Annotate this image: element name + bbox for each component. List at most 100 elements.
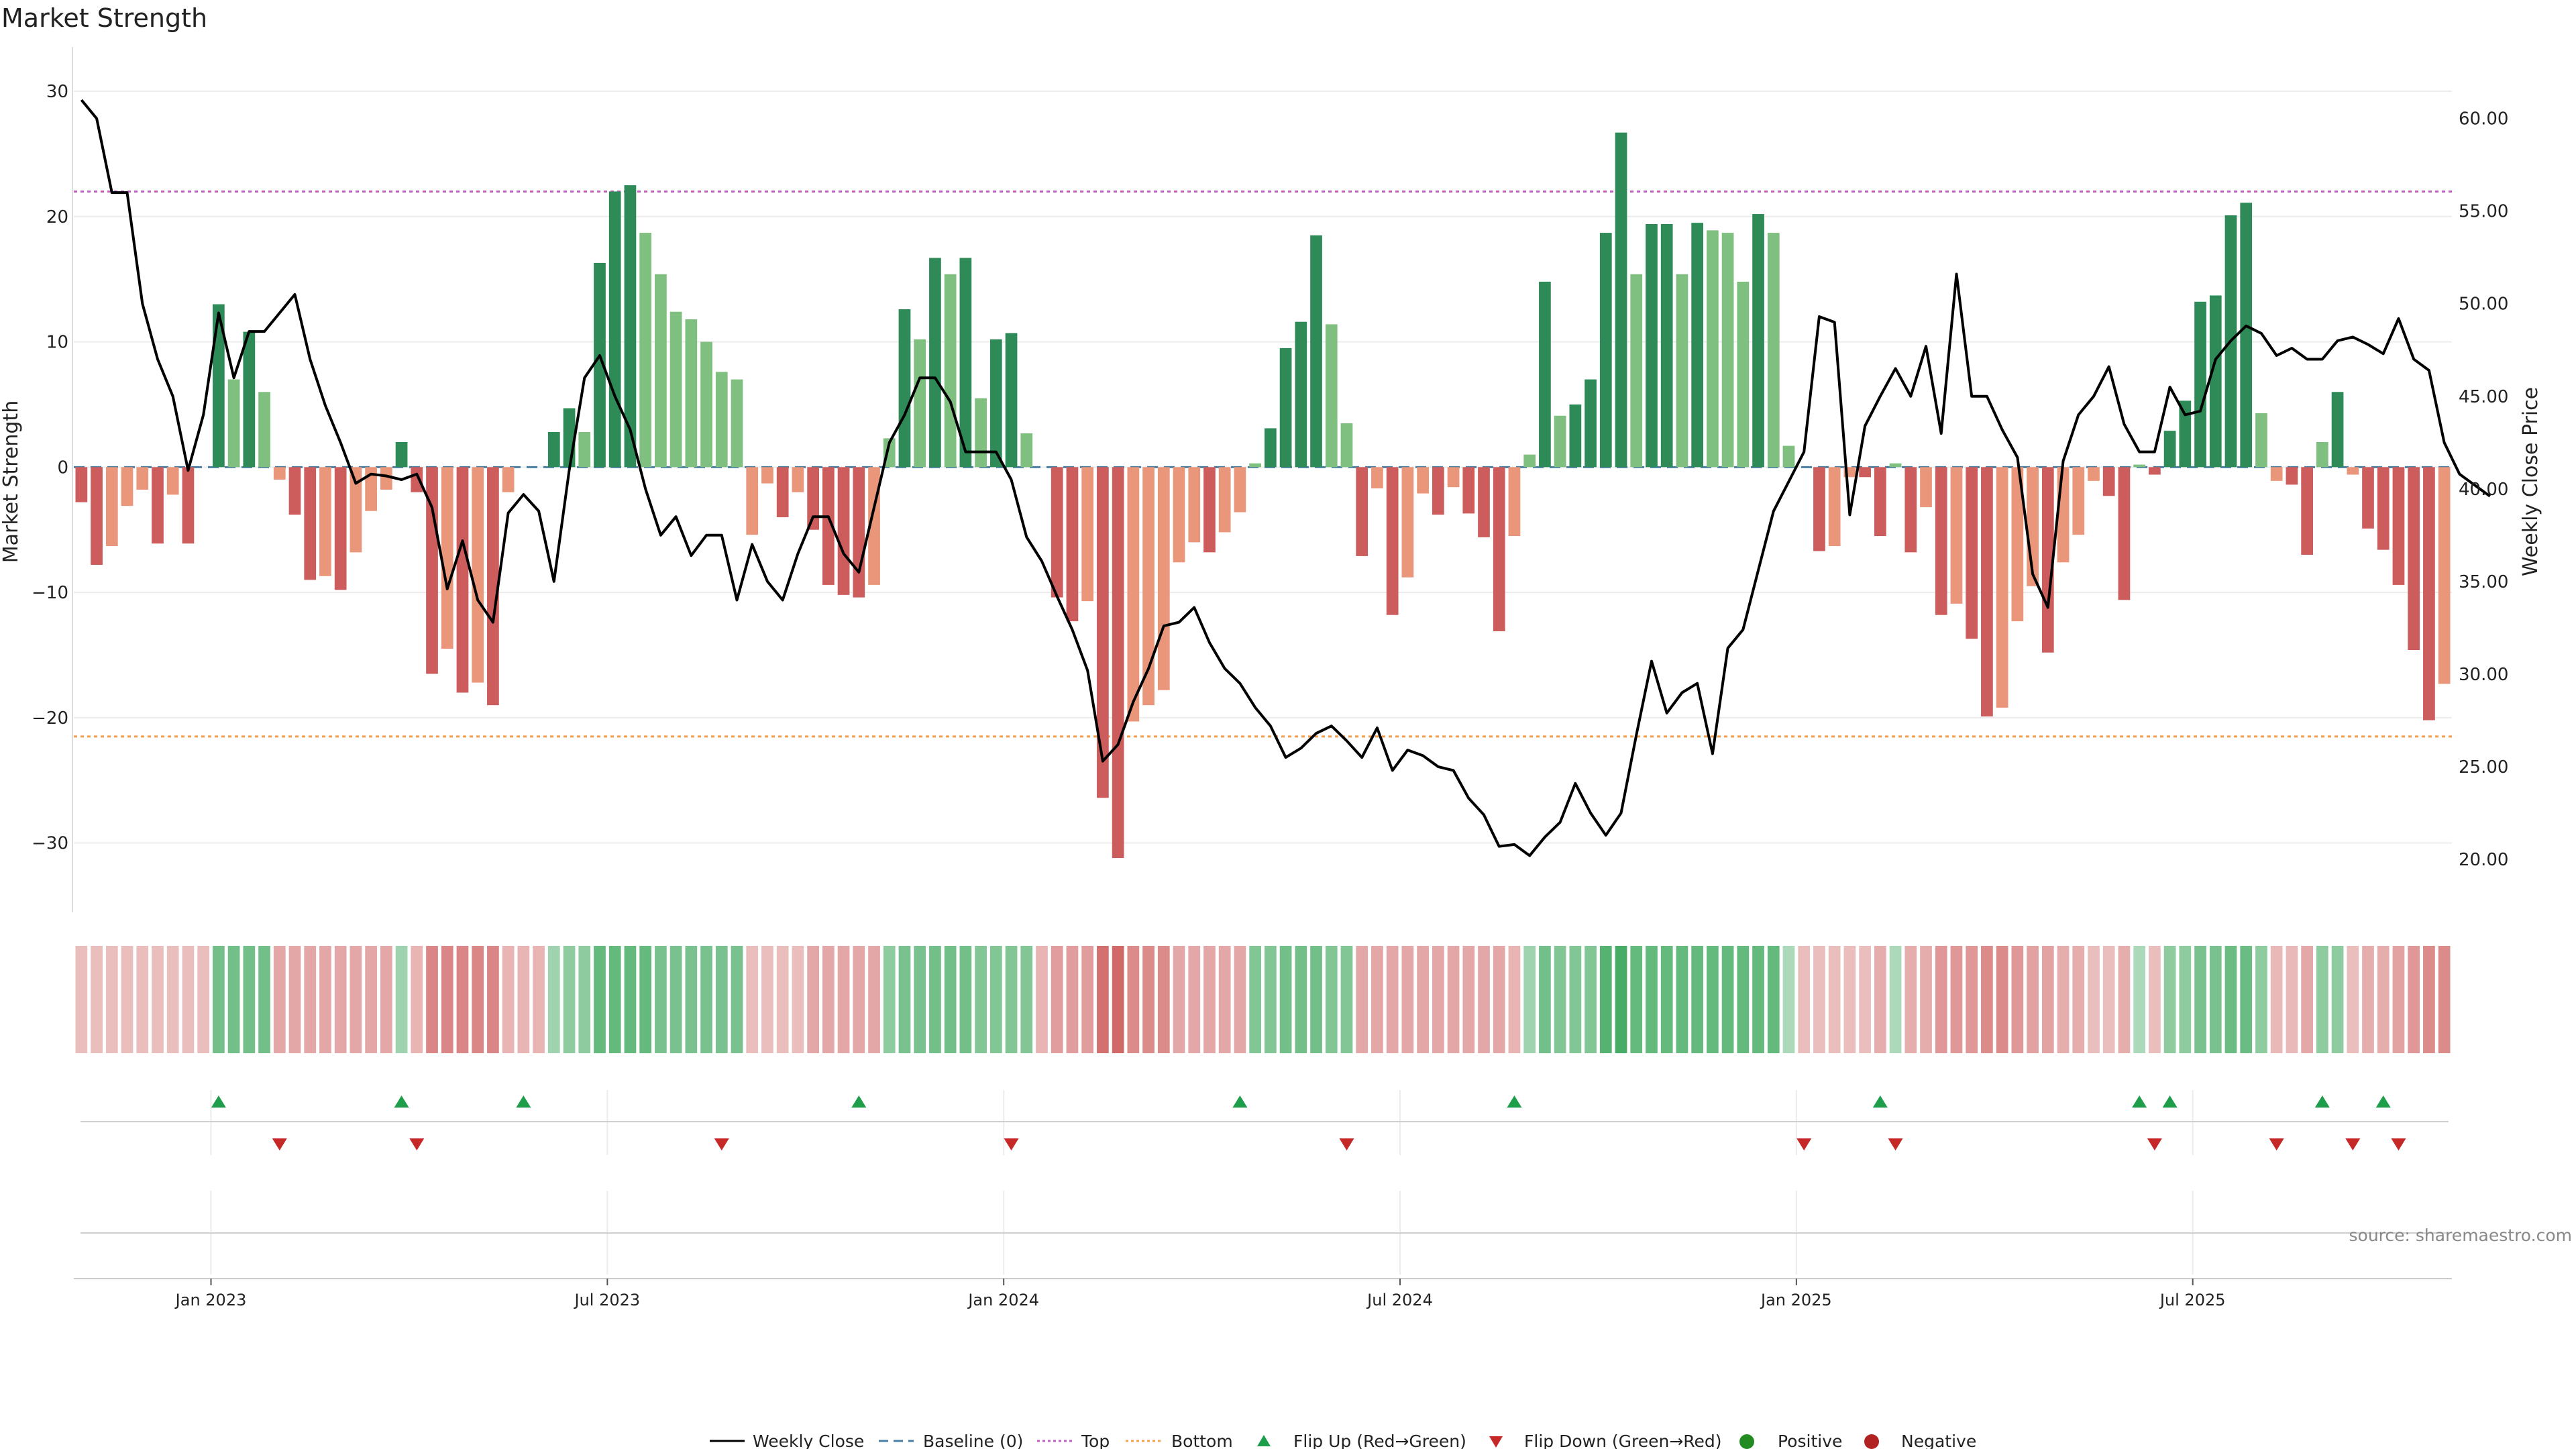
heatmap-cell [1707,946,1719,1053]
strength-bar [395,441,408,468]
heatmap-cell [1996,946,2008,1053]
strength-bar [685,319,698,468]
heatmap-cell [1920,946,1932,1053]
heatmap-cell [1234,946,1246,1053]
legend-bottom-label: Bottom [1171,1432,1233,1449]
strength-bar [1401,467,1414,578]
heatmap-cell [533,946,545,1053]
heatmap-cell [1432,946,1444,1053]
positive-dot-icon [1739,1434,1754,1449]
heatmap-cell [1417,946,1429,1053]
strength-bar [1782,445,1795,468]
strength-bar [1721,233,1734,468]
strength-bar [1508,467,1521,537]
heatmap-cell [563,946,576,1053]
flip-down-marker [1339,1138,1354,1150]
heatmap-cell [1356,946,1368,1053]
strength-bar [1569,404,1582,468]
heatmap-cell [807,946,819,1053]
strength-bar [456,467,469,693]
strength-bar [2133,464,2146,468]
heatmap-cell [1478,946,1490,1053]
left-tick-label: 20 [46,207,68,227]
strength-bar [1493,467,1505,631]
heatmap-cell [578,946,591,1053]
strength-bar [1646,224,1658,468]
strength-bar [1707,230,1719,468]
heatmap-cell [776,946,789,1053]
strength-bar [2209,295,2222,468]
strength-bar [1737,281,1750,468]
left-tick-label: −10 [32,583,68,603]
strength-bar [2149,467,2161,475]
heatmap-cell [1127,946,1140,1053]
strength-bar [213,304,225,468]
flip-down-marker [2391,1138,2406,1150]
heatmap-cell [1889,946,1902,1053]
heatmap-cell [914,946,926,1053]
strength-bar [441,467,453,649]
flip-up-icon [1257,1435,1271,1446]
heatmap-cell [1264,946,1277,1053]
heatmap-cell [2423,946,2435,1053]
reference-lines [74,190,2455,738]
flip-down-marker [2147,1138,2162,1150]
strength-bar [2179,400,2192,468]
heatmap-cell [288,946,301,1053]
heatmap-cell [2041,946,2054,1053]
strength-bar [1188,467,1201,543]
heatmap-cell [243,946,256,1053]
right-tick-label: 50.00 [2459,294,2508,315]
legend-negative: Negative [1864,1432,1976,1449]
heatmap-cell [1752,946,1764,1053]
strength-bar [1340,423,1353,468]
strength-bar [1295,321,1307,468]
heatmap-cell [2057,946,2070,1053]
strength-bar [1432,467,1444,515]
heatmap-cell [929,946,941,1053]
strength-bar [350,467,362,553]
legend-negative-label: Negative [1901,1432,1976,1449]
legend-weekly-close: Weekly Close [710,1432,864,1449]
strength-bar [1554,415,1566,468]
heatmap-cell [669,946,682,1053]
strength-bar [1615,132,1627,468]
heatmap-cell [1005,946,1018,1053]
strength-bar [792,467,804,492]
heatmap-cell [1203,946,1216,1053]
legend-bottom: Bottom [1126,1432,1233,1449]
heatmap-cell [1325,946,1338,1053]
heatmap-cell [152,946,164,1053]
strength-bar [334,467,347,590]
flip-up-marker [1232,1095,1248,1108]
heatmap-cell [1767,946,1780,1053]
strength-bar [411,467,423,492]
strength-bar [380,467,392,490]
heatmap-cell [1691,946,1704,1053]
right-tick-label: 55.00 [2459,202,2508,222]
left-tick-label: −30 [32,834,68,854]
heatmap-cell [1142,946,1155,1053]
heatmap-cell [2149,946,2161,1053]
strength-bar [1112,467,1124,859]
strength-heatmap-strip [75,946,2451,1053]
strength-bar [365,467,377,511]
heatmap-cell [746,946,759,1053]
flip-markers-panel [80,1090,2449,1275]
strength-bar [1904,467,1917,553]
heatmap-cell [1112,946,1124,1053]
legend-flip-up: Flip Up (Red→Green) [1257,1432,1466,1449]
heatmap-cell [1020,946,1033,1053]
strength-bar [822,467,835,585]
strength-bar [1127,467,1140,722]
date-tick-label: Jul 2024 [1366,1291,1433,1309]
flip-up-marker [2162,1095,2178,1108]
heatmap-cell [1188,946,1201,1053]
heatmap-cell [2011,946,2024,1053]
flip-down-marker [2269,1138,2284,1150]
legend-flip-up-label: Flip Up (Red→Green) [1293,1432,1466,1449]
heatmap-cell [1462,946,1475,1053]
right-tick-label: 45.00 [2459,387,2508,407]
heatmap-cell [2438,946,2451,1053]
strength-bar [669,311,682,468]
